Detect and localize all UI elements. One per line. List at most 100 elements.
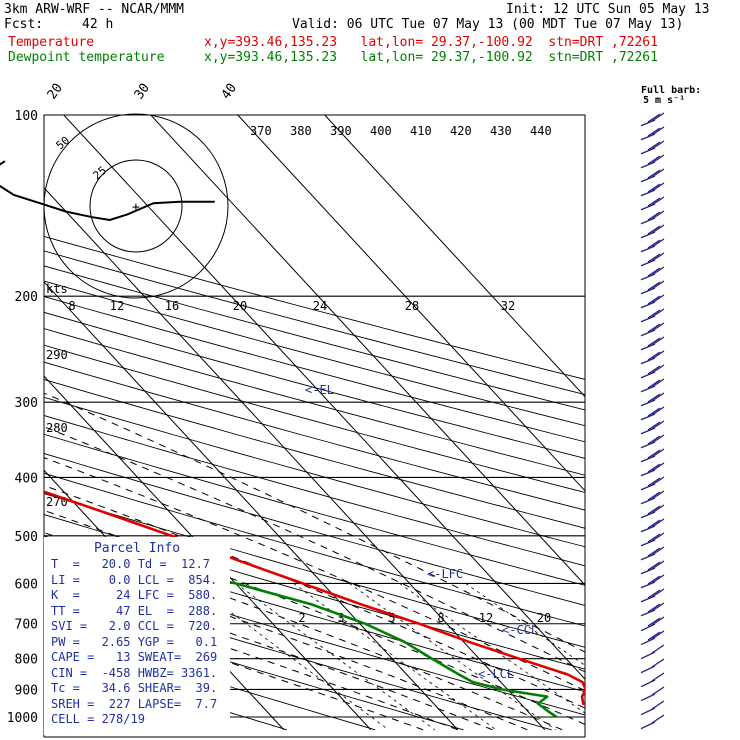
temperature-tick-label: 30 [132,81,153,102]
parcel-info-row: PW = 2.65 YGP = 0.1 [51,634,218,649]
wind-barb [640,224,665,239]
mixing-ratio-line [465,583,585,666]
isotherm [44,375,372,731]
hodograph-ring-label: 25 [91,164,110,182]
wind-barb [640,378,665,393]
dry-adiabat [44,493,585,648]
hodograph-units-label: kts [46,282,68,296]
model-title: 3km ARW-WRF -- NCAR/MMM [4,2,185,17]
pressure-label: 500 [15,530,38,545]
parcel-info-row: CAPE = 13 SWEAT= 269 [51,650,218,664]
wind-barb [640,546,665,561]
dry-adiabat [44,361,585,511]
pressure-label: 100 [15,109,38,124]
wind-barb [640,434,665,449]
wind-barb [640,140,665,155]
parcel-info-row: SVI = 2.0 CCL = 720. [51,619,218,633]
dry-adiabat [44,580,552,731]
isotherm [324,115,585,398]
dry-adiabat [44,344,585,493]
dry-adiabat [44,472,585,627]
forecast-hour: 42 h [82,17,114,32]
dewpoint-legend: Dewpoint temperature [8,50,165,65]
wind-barb [640,364,665,379]
pressure-label: 400 [15,471,38,486]
wind-barb [640,196,665,211]
wind-barb [640,490,665,505]
mixing-ratio-label: 5 [388,611,395,625]
isotherm [0,115,23,730]
mixing-ratio-line [235,583,436,731]
temperature-tick-label: 40 [219,81,240,102]
wind-barb [640,616,665,632]
theta-label: 430 [490,124,512,138]
wind-barb [640,126,665,141]
dry-adiabat [44,328,585,476]
wind-barb [640,504,665,519]
mixing-ratio-line [192,583,389,731]
wind-barb [640,210,665,225]
temperature-legend: Temperature [8,35,95,50]
dry-adiabat [44,296,585,443]
parcel-info-row: SREH = 227 LAPSE= 7.7 [51,696,218,711]
wind-barb [640,350,665,365]
parcel-info-row: T = 20.0 Td = 12.7 [51,557,210,571]
parcel-info-row: TT = 47 EL = 288. [51,603,218,618]
parcel-info-row: Tc = 34.6 SHEAR= 39. [51,681,218,695]
wind-barb [640,476,665,491]
wind-barb [640,462,665,477]
mixing-ratio-label: 20 [537,611,551,625]
wind-barb [640,280,665,295]
temperature-tick-label: 20 [45,81,66,102]
hodograph-ring-label: 50 [54,134,73,152]
temperature-location: x,y=393.46,135.23 lat,lon= 29.37,-100.92… [204,35,658,50]
wind-barb [640,406,665,421]
wind-barb [640,574,665,589]
dry-adiabat [44,250,585,396]
pressure-label: 600 [15,577,38,592]
wind-barb [640,588,665,603]
plot-frame [43,114,586,738]
wind-barb [640,336,665,351]
wind-barb [640,518,665,533]
theta-label: 370 [250,124,272,138]
wind-barb [640,266,665,281]
moist-adiabat [44,569,493,731]
wind-barb [640,252,665,267]
hodograph-speed-label: 32 [501,299,515,313]
wind-barb [640,154,665,169]
theta-label: 410 [410,124,432,138]
barb-legend-units: 5 m s⁻¹ [643,95,685,106]
wind-barb [640,182,665,197]
dry-adiabat [44,628,376,731]
wind-barb [640,238,665,253]
parcel-info-row: LI = 0.0 LCL = 854. [51,572,218,587]
wind-barb [640,532,665,547]
parcel-level-label: <-EL [305,383,334,397]
wind-barb [640,322,665,337]
wind-barb [640,168,665,183]
moist-adiabat [44,585,458,731]
pressure-label: 1000 [7,711,38,726]
moist-adiabat [44,392,585,653]
dry-adiabat [44,311,585,459]
mixing-ratio-line [293,583,497,731]
pressure-label: 200 [15,290,38,305]
wind-barb [640,560,665,575]
dry-adiabat [44,514,585,670]
isotherm [44,281,459,731]
theta-label: 290 [46,348,68,362]
wind-barb [640,672,665,688]
dry-adiabat [44,433,585,586]
wind-barb [640,630,665,646]
mixing-ratio-label: 3 [337,611,344,625]
wind-barb [640,658,665,674]
parcel-level-label: <-LFC [427,567,463,581]
mixing-ratio-label: 8 [437,611,444,625]
hodograph-speed-label: 16 [165,299,179,313]
forecast-label: Fcst: [4,17,44,32]
parcel-info-title: Parcel Info [93,541,181,556]
theta-label: 390 [330,124,352,138]
wind-barb [640,112,665,127]
